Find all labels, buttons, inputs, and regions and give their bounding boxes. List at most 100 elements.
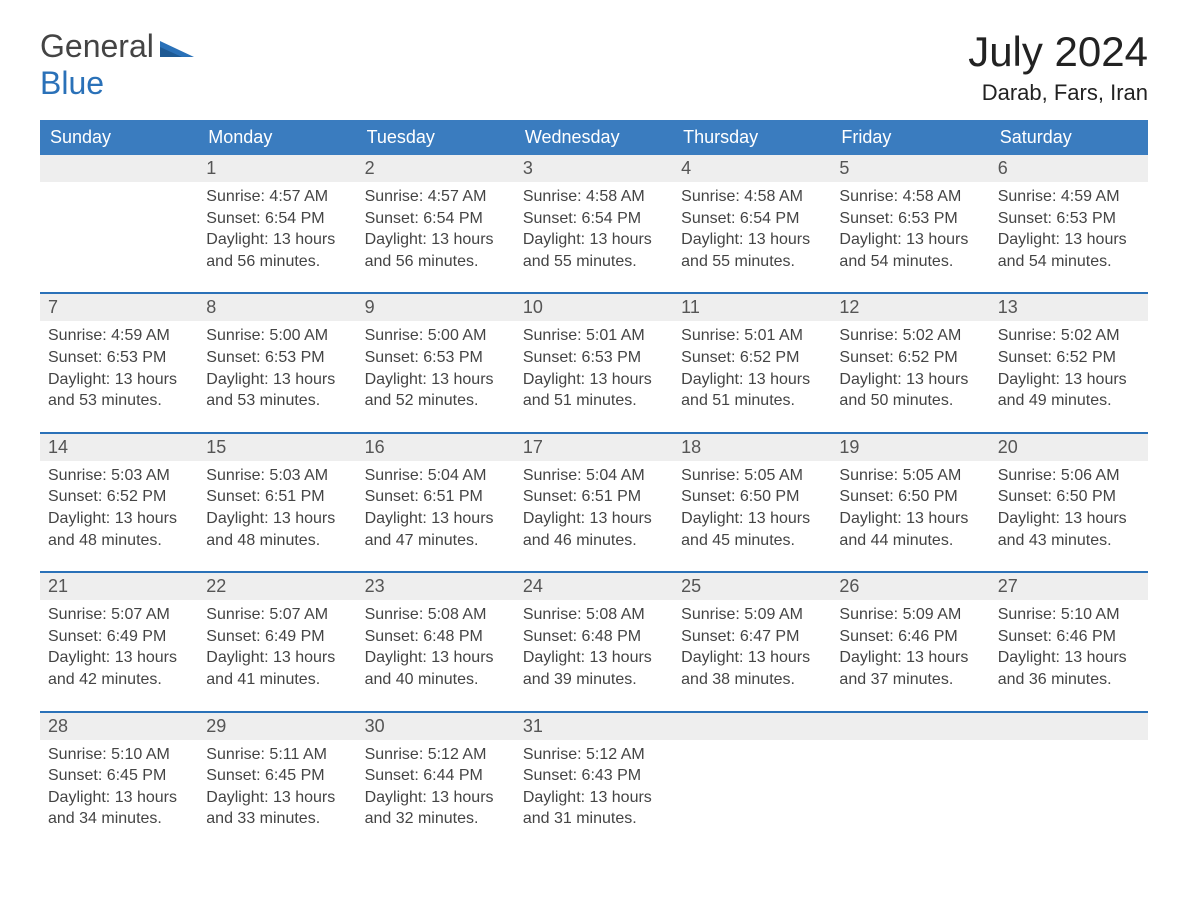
sunset-line: Sunset: 6:51 PM (365, 486, 507, 508)
sunset-line: Sunset: 6:53 PM (998, 208, 1140, 230)
sunset-line: Sunset: 6:48 PM (365, 626, 507, 648)
daylight-line-2: and 39 minutes. (523, 669, 665, 691)
daylight-line-1: Daylight: 13 hours (48, 369, 190, 391)
daylight-line-1: Daylight: 13 hours (365, 508, 507, 530)
day-cell: 26Sunrise: 5:09 AMSunset: 6:46 PMDayligh… (831, 571, 989, 704)
day-number: 23 (357, 571, 515, 600)
sunset-line: Sunset: 6:54 PM (523, 208, 665, 230)
day-details: Sunrise: 5:12 AMSunset: 6:43 PMDaylight:… (515, 740, 673, 830)
day-number: 10 (515, 292, 673, 321)
daylight-line-2: and 42 minutes. (48, 669, 190, 691)
day-number: 19 (831, 432, 989, 461)
day-number: 7 (40, 292, 198, 321)
day-cell: 2Sunrise: 4:57 AMSunset: 6:54 PMDaylight… (357, 155, 515, 286)
sunset-line: Sunset: 6:50 PM (839, 486, 981, 508)
daylight-line-2: and 53 minutes. (206, 390, 348, 412)
day-number: 16 (357, 432, 515, 461)
day-cell: 30Sunrise: 5:12 AMSunset: 6:44 PMDayligh… (357, 711, 515, 844)
sunset-line: Sunset: 6:54 PM (206, 208, 348, 230)
sunset-line: Sunset: 6:50 PM (681, 486, 823, 508)
sunrise-line: Sunrise: 5:08 AM (523, 604, 665, 626)
day-number: 21 (40, 571, 198, 600)
day-number: 28 (40, 711, 198, 740)
sunrise-line: Sunrise: 5:03 AM (48, 465, 190, 487)
day-number: 6 (990, 155, 1148, 182)
week-row: 7Sunrise: 4:59 AMSunset: 6:53 PMDaylight… (40, 292, 1148, 425)
week-row: 28Sunrise: 5:10 AMSunset: 6:45 PMDayligh… (40, 711, 1148, 844)
sunrise-line: Sunrise: 5:01 AM (681, 325, 823, 347)
daylight-line-2: and 53 minutes. (48, 390, 190, 412)
day-details: Sunrise: 4:59 AMSunset: 6:53 PMDaylight:… (990, 182, 1148, 272)
day-details: Sunrise: 5:05 AMSunset: 6:50 PMDaylight:… (831, 461, 989, 551)
weekday-thursday: Thursday (673, 120, 831, 155)
sunset-line: Sunset: 6:46 PM (839, 626, 981, 648)
sunset-line: Sunset: 6:49 PM (206, 626, 348, 648)
weekday-row: SundayMondayTuesdayWednesdayThursdayFrid… (40, 120, 1148, 155)
daylight-line-1: Daylight: 13 hours (681, 508, 823, 530)
day-details: Sunrise: 4:59 AMSunset: 6:53 PMDaylight:… (40, 321, 198, 411)
daylight-line-2: and 33 minutes. (206, 808, 348, 830)
sunset-line: Sunset: 6:53 PM (523, 347, 665, 369)
daylight-line-1: Daylight: 13 hours (998, 369, 1140, 391)
day-cell: 14Sunrise: 5:03 AMSunset: 6:52 PMDayligh… (40, 432, 198, 565)
day-details: Sunrise: 5:09 AMSunset: 6:46 PMDaylight:… (831, 600, 989, 690)
sunrise-line: Sunrise: 5:10 AM (998, 604, 1140, 626)
daylight-line-2: and 54 minutes. (998, 251, 1140, 273)
sunset-line: Sunset: 6:51 PM (523, 486, 665, 508)
daylight-line-1: Daylight: 13 hours (681, 647, 823, 669)
sunset-line: Sunset: 6:53 PM (48, 347, 190, 369)
day-details: Sunrise: 5:08 AMSunset: 6:48 PMDaylight:… (357, 600, 515, 690)
daylight-line-2: and 55 minutes. (523, 251, 665, 273)
daylight-line-1: Daylight: 13 hours (523, 647, 665, 669)
day-details: Sunrise: 5:03 AMSunset: 6:51 PMDaylight:… (198, 461, 356, 551)
daylight-line-1: Daylight: 13 hours (48, 647, 190, 669)
daylight-line-1: Daylight: 13 hours (839, 229, 981, 251)
day-details: Sunrise: 5:07 AMSunset: 6:49 PMDaylight:… (40, 600, 198, 690)
daylight-line-2: and 41 minutes. (206, 669, 348, 691)
sunrise-line: Sunrise: 5:05 AM (839, 465, 981, 487)
day-cell: 18Sunrise: 5:05 AMSunset: 6:50 PMDayligh… (673, 432, 831, 565)
sunrise-line: Sunrise: 5:12 AM (523, 744, 665, 766)
day-cell: 17Sunrise: 5:04 AMSunset: 6:51 PMDayligh… (515, 432, 673, 565)
sunset-line: Sunset: 6:43 PM (523, 765, 665, 787)
sunset-line: Sunset: 6:53 PM (839, 208, 981, 230)
sunrise-line: Sunrise: 5:03 AM (206, 465, 348, 487)
daylight-line-1: Daylight: 13 hours (681, 369, 823, 391)
day-number: 15 (198, 432, 356, 461)
sunset-line: Sunset: 6:53 PM (206, 347, 348, 369)
day-cell (673, 711, 831, 844)
daylight-line-1: Daylight: 13 hours (523, 369, 665, 391)
weekday-wednesday: Wednesday (515, 120, 673, 155)
sunset-line: Sunset: 6:45 PM (48, 765, 190, 787)
sunrise-line: Sunrise: 5:04 AM (523, 465, 665, 487)
daylight-line-2: and 44 minutes. (839, 530, 981, 552)
daylight-line-1: Daylight: 13 hours (839, 369, 981, 391)
day-number: 18 (673, 432, 831, 461)
day-cell: 4Sunrise: 4:58 AMSunset: 6:54 PMDaylight… (673, 155, 831, 286)
daylight-line-1: Daylight: 13 hours (365, 229, 507, 251)
header-right: July 2024 Darab, Fars, Iran (968, 28, 1148, 106)
day-details: Sunrise: 5:02 AMSunset: 6:52 PMDaylight:… (831, 321, 989, 411)
daylight-line-1: Daylight: 13 hours (839, 647, 981, 669)
daylight-line-2: and 52 minutes. (365, 390, 507, 412)
day-number: 14 (40, 432, 198, 461)
day-cell: 28Sunrise: 5:10 AMSunset: 6:45 PMDayligh… (40, 711, 198, 844)
daylight-line-1: Daylight: 13 hours (48, 508, 190, 530)
sunset-line: Sunset: 6:54 PM (681, 208, 823, 230)
day-cell: 25Sunrise: 5:09 AMSunset: 6:47 PMDayligh… (673, 571, 831, 704)
daylight-line-2: and 56 minutes. (206, 251, 348, 273)
logo: General Blue (40, 28, 194, 102)
day-cell: 22Sunrise: 5:07 AMSunset: 6:49 PMDayligh… (198, 571, 356, 704)
day-details: Sunrise: 5:04 AMSunset: 6:51 PMDaylight:… (357, 461, 515, 551)
sunrise-line: Sunrise: 5:09 AM (839, 604, 981, 626)
day-details: Sunrise: 5:09 AMSunset: 6:47 PMDaylight:… (673, 600, 831, 690)
daylight-line-2: and 32 minutes. (365, 808, 507, 830)
logo-text: General Blue (40, 28, 194, 102)
sunrise-line: Sunrise: 5:01 AM (523, 325, 665, 347)
day-number: 8 (198, 292, 356, 321)
day-cell: 15Sunrise: 5:03 AMSunset: 6:51 PMDayligh… (198, 432, 356, 565)
daylight-line-1: Daylight: 13 hours (523, 229, 665, 251)
sunrise-line: Sunrise: 4:59 AM (48, 325, 190, 347)
daylight-line-2: and 47 minutes. (365, 530, 507, 552)
day-number: 24 (515, 571, 673, 600)
